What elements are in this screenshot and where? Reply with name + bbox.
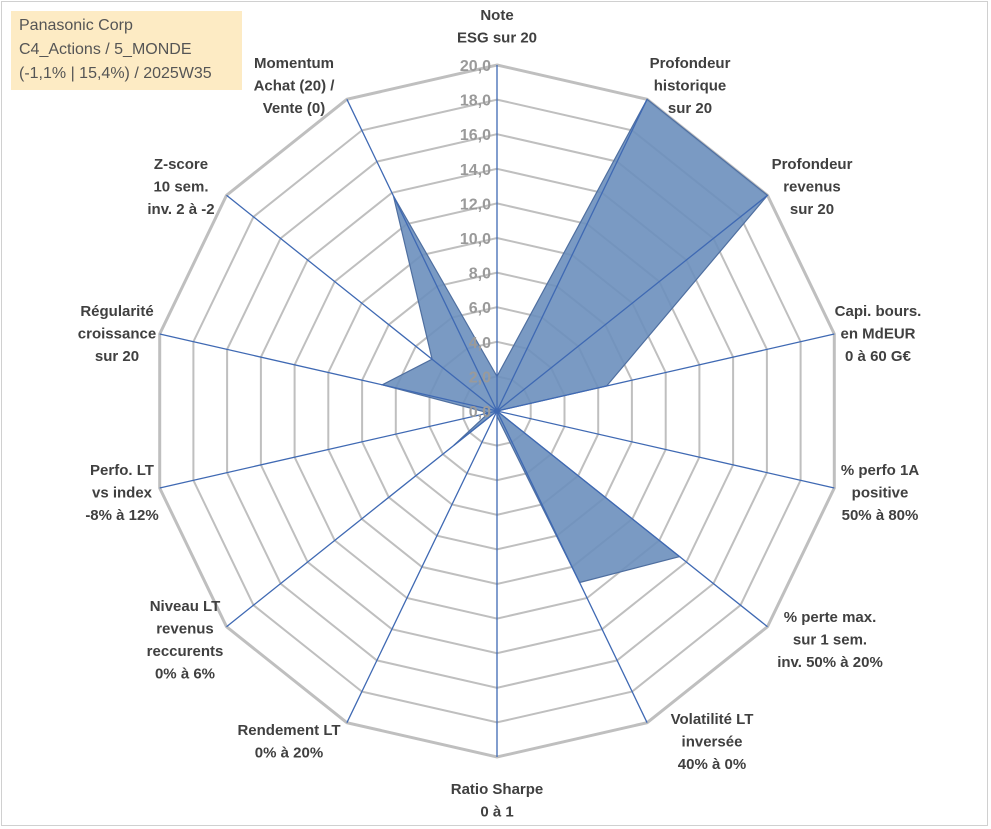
axis-label-line: % perfo 1A (841, 462, 920, 479)
tick-label: 10,0 (460, 231, 491, 248)
radar-series (380, 98, 769, 584)
radar-spokes (159, 65, 835, 757)
axis-label-line: Perfo. LT (90, 462, 154, 479)
spoke (346, 99, 498, 412)
spoke (496, 410, 835, 489)
axis-label: Z-score 10 sem. inv. 2 à -2 (147, 156, 214, 218)
tick-label: 0,0 (469, 404, 491, 421)
tick-label: 4,0 (469, 335, 491, 352)
axis-label-line: Momentum (254, 55, 334, 72)
spoke (496, 410, 648, 723)
axis-label-line: Capi. bours. (835, 303, 922, 320)
info-company: Panasonic Corp (19, 17, 133, 34)
axis-label: Niveau LT revenus reccurents 0% à 6% (147, 598, 224, 683)
axis-label-line: inversée (682, 734, 743, 751)
axis-label-line: Achat (20) / (254, 78, 336, 95)
spoke (496, 410, 768, 628)
axis-label-line: revenus (783, 179, 841, 196)
axis-label-line: reccurents (147, 643, 224, 660)
series-area (380, 98, 769, 584)
axis-label: Volatilité LT inversée 40% à 0% (671, 711, 754, 773)
axis-label-line: 40% à 0% (678, 756, 746, 773)
tick-label: 16,0 (460, 127, 491, 144)
axis-label-line: positive (852, 485, 909, 502)
axis-label-line: Volatilité LT (671, 711, 754, 728)
axis-label-line: sur 20 (95, 348, 139, 365)
spoke (159, 333, 498, 412)
spoke (346, 410, 498, 723)
axis-label-line: 0 à 60 G€ (845, 348, 912, 365)
axis-label-line: Profondeur (650, 55, 731, 72)
axis-label: Ratio Sharpe 0 à 1 (451, 781, 544, 821)
spoke (496, 99, 648, 412)
axis-label: % perte max. sur 1 sem. inv. 50% à 20% (777, 609, 883, 671)
axis-label: Régularité croissance sur 20 (78, 303, 156, 365)
axis-label-line: sur 20 (790, 201, 834, 218)
spoke (159, 410, 498, 489)
axis-label-line: Ratio Sharpe (451, 781, 544, 798)
axis-label-line: inv. 50% à 20% (777, 654, 883, 671)
spoke (496, 194, 768, 412)
axis-label: Profondeur revenus sur 20 (772, 156, 853, 218)
tick-label: 8,0 (469, 266, 491, 283)
axis-label-line: Niveau LT (150, 598, 221, 615)
spoke (226, 410, 498, 628)
axis-label: % perfo 1A positive 50% à 80% (841, 462, 920, 524)
axis-label-line: vs index (92, 485, 153, 502)
axis-label: Capi. bours. en MdEUR 0 à 60 G€ (835, 303, 922, 365)
axis-label-line: sur 1 sem. (793, 632, 867, 649)
axis-label-line: 50% à 80% (842, 507, 919, 524)
axis-label: Perfo. LT vs index -8% à 12% (85, 462, 158, 524)
axis-label: Profondeur historique sur 20 (650, 55, 731, 117)
axis-label-line: ESG sur 20 (457, 30, 537, 47)
axis-label-line: 0% à 20% (255, 745, 323, 762)
axis-label-line: croissance (78, 326, 156, 343)
info-category: C4_Actions / 5_MONDE (19, 41, 192, 58)
axis-label-line: Régularité (80, 303, 153, 320)
axis-label: Momentum Achat (20) / Vente (0) (254, 55, 336, 117)
axis-label-line: revenus (156, 621, 214, 638)
axis-label-line: 10 sem. (153, 179, 208, 196)
axis-label-line: Note (480, 7, 513, 24)
axis-label-line: inv. 2 à -2 (147, 201, 214, 218)
radial-tick-labels: 0,0 2,0 4,0 6,0 8,0 10,0 12,0 14,0 16,0 18,0 20,0 (460, 58, 491, 421)
axis-label-line: Profondeur (772, 156, 853, 173)
axis-label-line: historique (654, 78, 727, 95)
spoke (496, 333, 835, 412)
axis-label: Rendement LT 0% à 20% (237, 722, 340, 762)
axis-label: Note ESG sur 20 (457, 7, 537, 47)
axis-label-line: % perte max. (784, 609, 877, 626)
axis-label-line: 0% à 6% (155, 666, 215, 683)
spoke (226, 194, 498, 412)
axis-label-line: Z-score (154, 156, 208, 173)
tick-label: 12,0 (460, 196, 491, 213)
info-box: Panasonic Corp C4_Actions / 5_MONDE (-1,… (11, 11, 242, 90)
axis-label-line: en MdEUR (841, 326, 916, 343)
axis-label-line: Vente (0) (263, 100, 326, 117)
axis-label-line: -8% à 12% (85, 507, 158, 524)
info-stats: (-1,1% | 15,4%) / 2025W35 (19, 65, 212, 82)
axis-label-line: Rendement LT (237, 722, 340, 739)
tick-label: 18,0 (460, 93, 491, 110)
axis-labels: Note ESG sur 20 Profondeur historique sur 20… (78, 7, 922, 821)
tick-label: 20,0 (460, 58, 491, 75)
axis-label-line: sur 20 (668, 100, 712, 117)
axis-label-line: 0 à 1 (480, 804, 513, 821)
tick-label: 14,0 (460, 162, 491, 179)
tick-label: 6,0 (469, 300, 491, 317)
tick-label: 2,0 (469, 369, 491, 386)
